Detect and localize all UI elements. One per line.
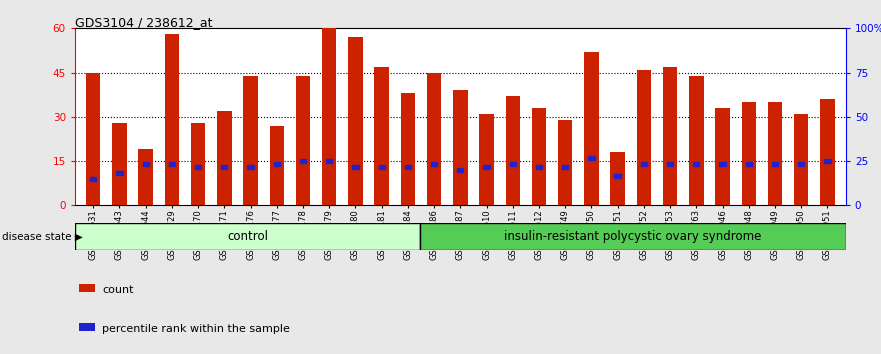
Text: insulin-resistant polycystic ovary syndrome: insulin-resistant polycystic ovary syndr… [505,230,762,243]
Bar [401,93,415,205]
Bar [221,165,227,169]
Bar [274,162,280,166]
Bar [457,168,463,172]
Bar [427,73,441,205]
Bar [611,152,625,205]
Bar [404,165,411,169]
Bar [86,73,100,205]
Bar [326,159,332,163]
Bar [143,162,149,166]
Bar [637,70,651,205]
Bar [379,165,385,169]
Bar [165,34,179,205]
Bar [820,99,834,205]
Bar [562,165,568,169]
Bar [663,67,677,205]
Bar [300,159,307,163]
Bar [191,123,205,205]
Bar [270,126,284,205]
Bar [431,162,437,166]
Bar [794,114,809,205]
Bar [348,37,363,205]
Bar [248,165,254,169]
Bar [825,159,831,163]
Bar [75,223,420,250]
Bar [667,162,673,166]
Text: control: control [227,230,268,243]
Bar [420,223,846,250]
Bar [536,165,542,169]
Bar [767,102,782,205]
Bar [640,162,647,166]
Text: GDS3104 / 238612_at: GDS3104 / 238612_at [75,16,212,29]
Bar [798,162,804,166]
Bar [195,165,201,169]
Bar [243,75,258,205]
Bar [322,28,337,205]
Bar [558,120,573,205]
Bar [116,171,122,175]
Text: percentile rank within the sample: percentile rank within the sample [102,324,290,334]
Bar [352,165,359,169]
Text: count: count [102,285,134,295]
Bar [296,75,310,205]
Bar [453,90,468,205]
Bar [720,162,726,166]
Bar [693,162,700,166]
Bar [689,75,704,205]
Bar [138,149,153,205]
Bar [532,108,546,205]
Bar [374,67,389,205]
Bar [715,108,729,205]
Bar [169,162,175,166]
Bar [745,162,751,166]
Bar [112,123,127,205]
Bar [509,162,516,166]
Bar [90,177,96,181]
Bar [584,52,598,205]
Bar [772,162,778,166]
Bar [484,165,490,169]
Bar [614,174,621,178]
Bar [742,102,756,205]
Bar [506,96,520,205]
Bar [479,114,493,205]
Bar [217,111,232,205]
Bar [589,156,595,160]
Text: disease state ▶: disease state ▶ [2,232,83,241]
